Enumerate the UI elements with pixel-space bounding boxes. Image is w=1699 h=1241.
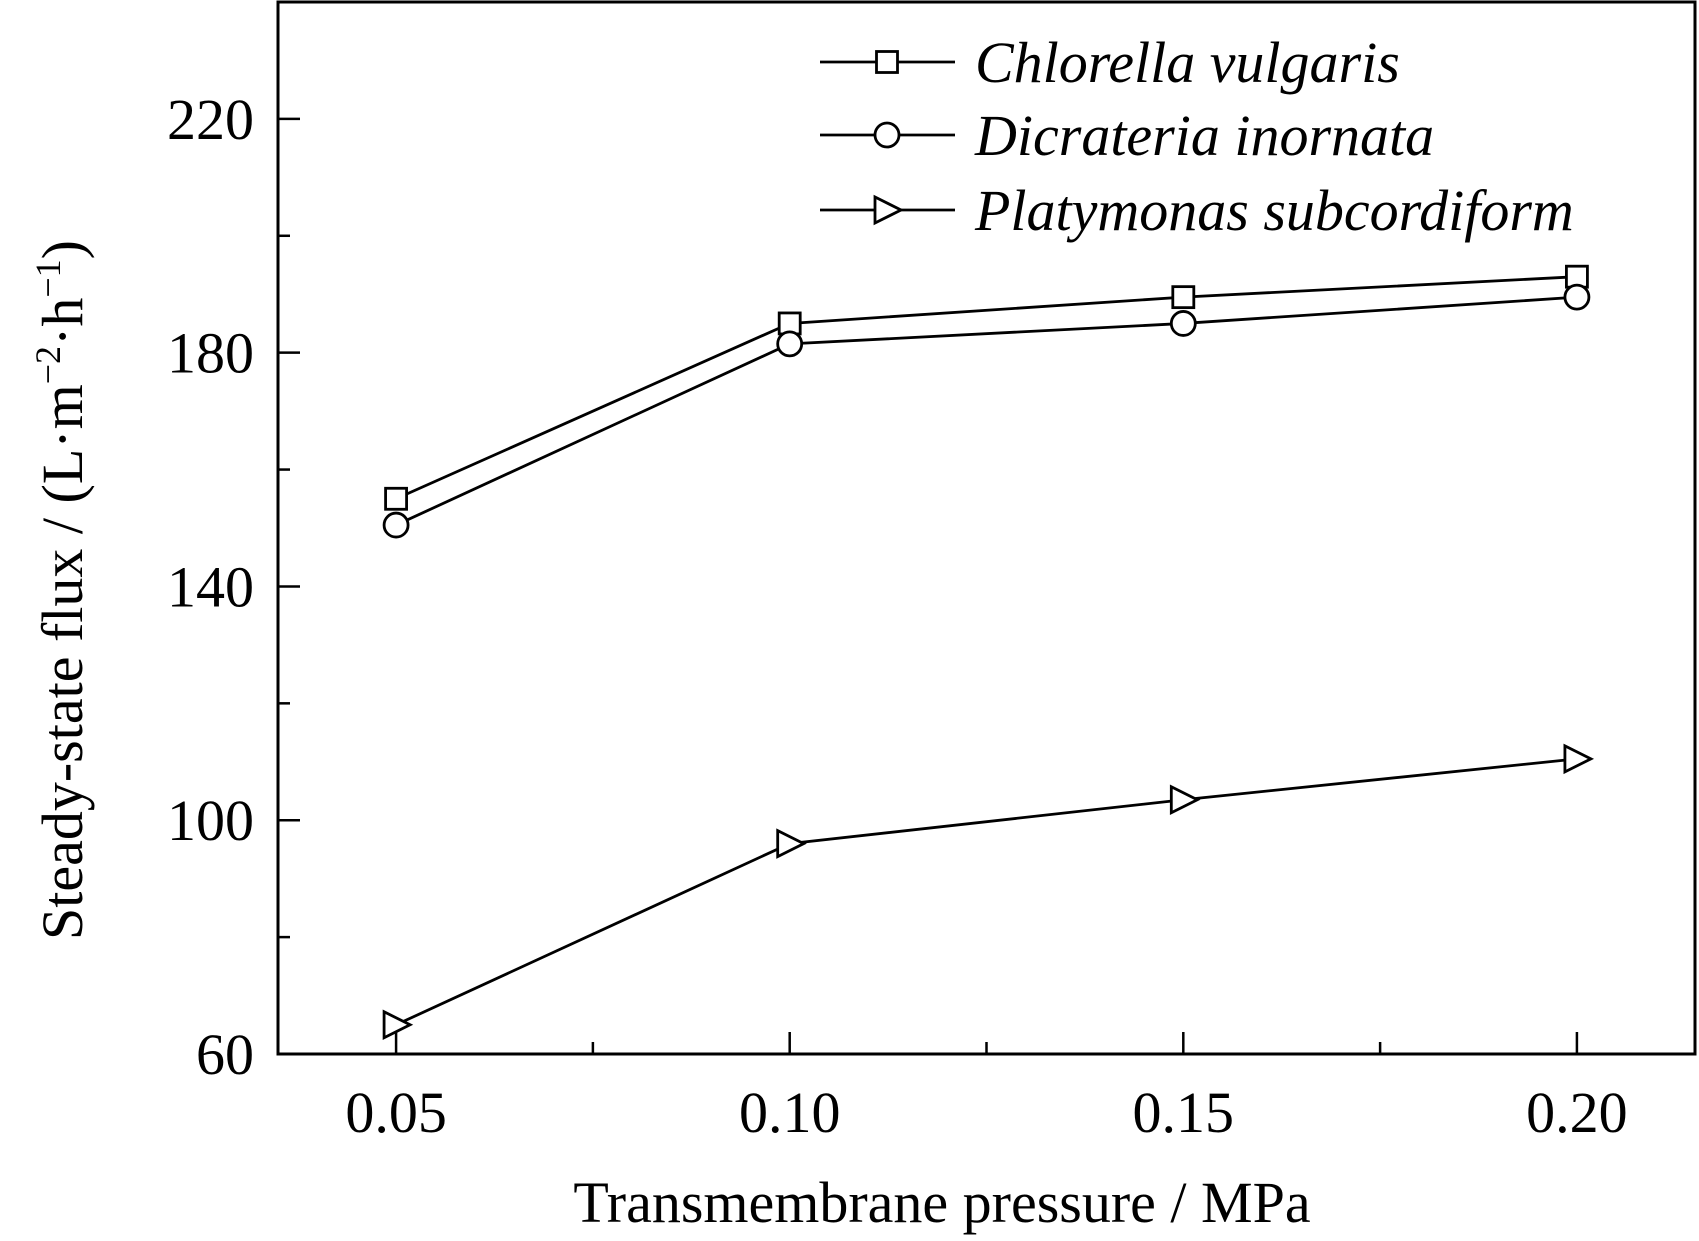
legend-marker [873,194,905,226]
y-tick-label: 180 [167,321,254,386]
series-1 [384,264,1589,511]
legend-entry: Platymonas subcordiform [820,178,1574,243]
series-2 [382,283,1591,539]
legend-label: Chlorella vulgaris [975,30,1400,95]
data-point [382,511,410,539]
legend: Chlorella vulgaris Dicrateria inornata Pla… [820,30,1574,243]
y-tick-label: 140 [167,554,254,619]
axis-ticks [278,117,1579,1056]
x-tick-label: 0.10 [739,1080,841,1145]
y-axis-title-mid: ·h [30,298,95,346]
series-line [395,295,1578,527]
y-tick-label: 220 [167,87,254,152]
series-line [395,757,1578,1027]
legend-label: Dicrateria inornata [974,103,1434,168]
data-point [776,828,807,859]
x-axis-title: Transmembrane pressure / MPa [573,1170,1310,1235]
y-tick-label: 100 [167,788,254,853]
y-tick-label: 60 [196,1022,254,1087]
y-axis-title: Steady-state flux / (L·m−2·h−1) [28,240,95,940]
legend-label: Platymonas subcordiform [974,178,1574,243]
y-axis-title-sup2: −1 [28,259,68,297]
data-point [382,1009,414,1041]
data-point [384,486,408,511]
data-point [1171,285,1196,310]
legend-entry: Chlorella vulgaris [820,30,1400,95]
x-tick-label: 0.15 [1133,1080,1235,1145]
y-axis-title-main: Steady-state flux / (L·m [30,384,95,940]
axis-tick-labels: 0.05 0.10 0.15 0.20 60 100 140 180 220 [167,87,1628,1145]
data-point [1169,784,1201,816]
series-layer [382,264,1595,1041]
x-tick-label: 0.05 [345,1080,447,1145]
y-axis-title-end: ) [30,240,95,259]
series-line [395,275,1577,501]
data-point [1563,283,1591,311]
data-point [776,330,804,358]
data-point [1169,310,1197,337]
legend-marker [875,50,899,74]
x-tick-label: 0.20 [1526,1080,1628,1145]
series-3 [382,743,1595,1041]
legend-marker [873,121,901,149]
legend-entry: Dicrateria inornata [820,103,1434,168]
y-axis-title-sup1: −2 [28,346,68,384]
data-point [1563,743,1595,775]
